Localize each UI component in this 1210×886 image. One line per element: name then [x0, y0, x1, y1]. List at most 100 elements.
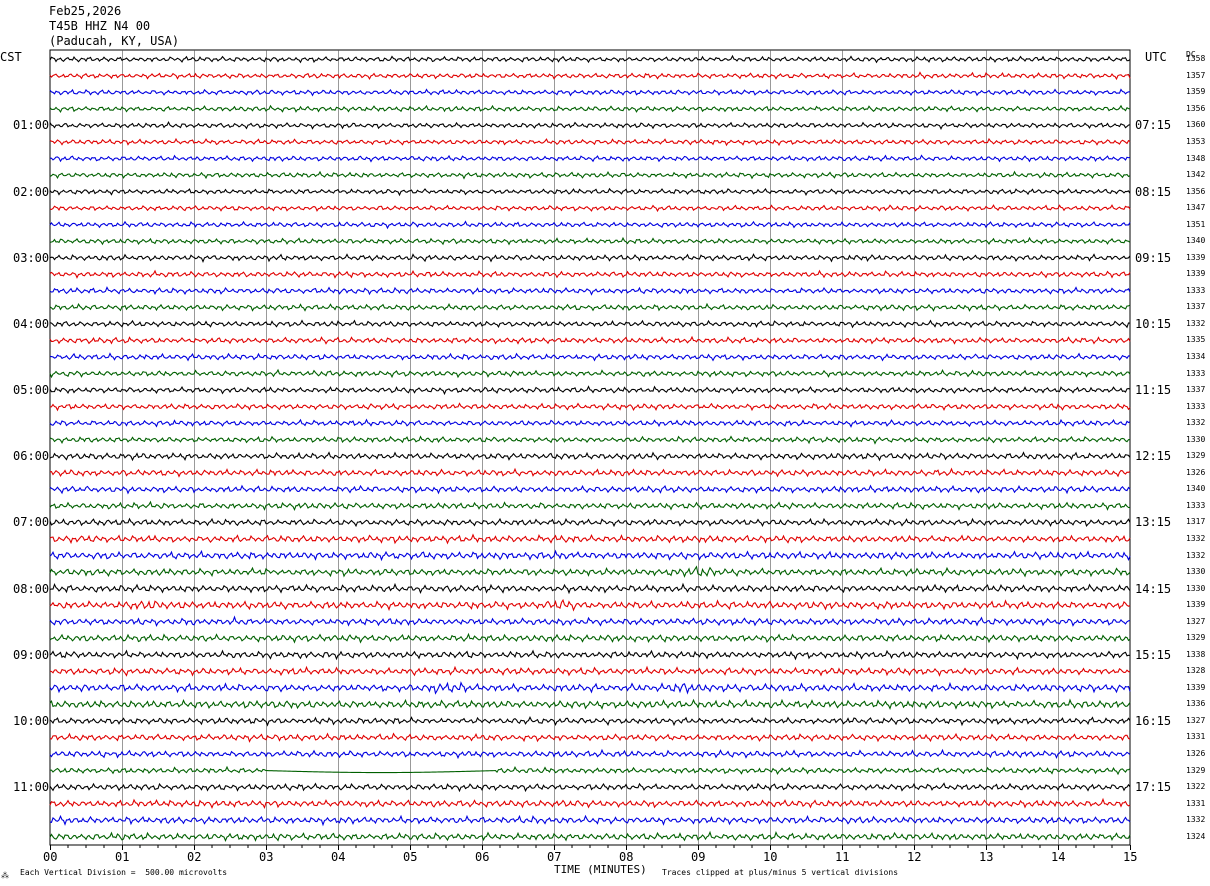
trace-row	[49, 765, 1131, 776]
trace-row	[49, 500, 1131, 512]
trace-row	[49, 582, 1131, 595]
x-tick-label: 08	[619, 850, 634, 864]
dc-value-label: 1333	[1186, 368, 1206, 378]
dc-value-label: 1356	[1186, 103, 1206, 113]
utc-hour-label: 09:15	[1135, 250, 1172, 265]
trace-row	[49, 170, 1131, 180]
x-tick-label: 00	[43, 850, 58, 864]
trace-row	[49, 598, 1131, 612]
utc-hour-label: 11:15	[1135, 383, 1172, 398]
dc-value-label: 1340	[1186, 236, 1206, 246]
dc-value-label: 1335	[1186, 335, 1206, 345]
dc-value-label: 1330	[1186, 567, 1206, 577]
x-tick-label: 07	[547, 850, 562, 864]
dc-value-label: 1332	[1186, 418, 1206, 428]
dc-value-label: 1339	[1186, 252, 1206, 262]
cst-hour-label: 09:00	[13, 647, 50, 662]
dc-value-label: 1347	[1186, 203, 1206, 213]
trace-row	[49, 782, 1131, 793]
trace-row	[49, 120, 1131, 131]
dc-value-label: 1326	[1186, 749, 1206, 759]
header-location: (Paducah, KY, USA)	[49, 34, 180, 48]
trace-row	[49, 352, 1130, 362]
dc-value-label: 1332	[1186, 815, 1206, 825]
dc-value-label: 1331	[1186, 732, 1206, 742]
trace-row	[49, 335, 1131, 345]
x-tick-label: 03	[259, 850, 274, 864]
cst-hour-label: 08:00	[13, 581, 50, 596]
trace-row	[49, 565, 1131, 578]
trace-row	[49, 204, 1131, 213]
trace-row	[49, 269, 1131, 279]
dc-value-label: 1332	[1186, 533, 1206, 543]
cst-hour-label: 04:00	[13, 316, 50, 331]
dc-value-label: 1360	[1186, 120, 1206, 130]
trace-row	[49, 797, 1131, 810]
utc-hour-label: 10:15	[1135, 316, 1172, 331]
dc-value-label: 1359	[1186, 87, 1206, 97]
trace-row	[49, 681, 1131, 695]
dc-value-label: 1339	[1186, 600, 1206, 610]
header-station: T45B HHZ N4 00	[49, 19, 151, 33]
cst-hour-label: 10:00	[13, 713, 50, 728]
cst-hour-label: 06:00	[13, 449, 50, 464]
trace-row	[49, 698, 1131, 711]
trace-row	[49, 533, 1131, 545]
trace-row	[49, 467, 1131, 478]
dc-value-label: 1356	[1186, 186, 1206, 196]
utc-hour-label: 15:15	[1135, 647, 1172, 662]
dc-value-label: 1329	[1186, 765, 1206, 775]
trace-row	[49, 649, 1131, 661]
dc-value-label: 1334	[1186, 352, 1206, 362]
x-tick-label: 09	[691, 850, 706, 864]
cst-hour-label: 02:00	[13, 184, 50, 199]
trace-row	[49, 54, 1131, 64]
trace-row	[49, 451, 1131, 462]
utc-hour-label: 07:15	[1135, 118, 1172, 133]
utc-hour-label: 08:15	[1135, 184, 1172, 199]
x-tick-label: 11	[835, 850, 850, 864]
dc-value-label: 1329	[1186, 633, 1206, 643]
dc-value-label: 1357	[1186, 70, 1206, 80]
trace-row	[49, 665, 1131, 677]
dc-value-label: 1329	[1186, 451, 1206, 461]
x-tick-label: 12	[907, 850, 922, 864]
trace-row	[49, 253, 1131, 263]
trace-row	[49, 435, 1131, 445]
plot-frame	[49, 49, 1131, 846]
x-tick-label: 14	[1051, 850, 1066, 864]
right-timezone-label: UTC	[1145, 50, 1167, 64]
trace-row	[49, 732, 1131, 743]
trace-row	[49, 632, 1131, 644]
dc-value-label: 1326	[1186, 467, 1206, 477]
trace-row	[49, 615, 1131, 627]
trace-row	[49, 154, 1131, 163]
trace-row	[49, 236, 1131, 246]
x-tick-label: 06	[475, 850, 490, 864]
dc-value-label: 1337	[1186, 385, 1206, 395]
x-tick-label: 04	[331, 850, 346, 864]
dc-value-label: 1332	[1186, 318, 1206, 328]
utc-hour-label: 17:15	[1135, 780, 1172, 795]
cst-hour-label: 05:00	[13, 383, 50, 398]
cst-hour-label: 11:00	[13, 780, 50, 795]
trace-row	[49, 418, 1131, 428]
dc-value-label: 1317	[1186, 517, 1206, 527]
dc-value-label: 1333	[1186, 285, 1206, 295]
trace-row	[49, 814, 1131, 827]
cst-hour-label: 01:00	[13, 118, 50, 133]
utc-hour-label: 12:15	[1135, 449, 1172, 464]
dc-value-label: 1337	[1186, 302, 1206, 312]
dc-value-label: 1322	[1186, 782, 1206, 792]
cst-hour-label: 03:00	[13, 250, 50, 265]
dc-value-label: 1332	[1186, 550, 1206, 560]
left-timezone-label: CST	[0, 50, 22, 64]
dc-value-label: 1331	[1186, 798, 1206, 808]
scale-note: Each Vertical Division = 500.00 microvol…	[20, 868, 228, 877]
x-tick-label: 15	[1123, 850, 1138, 864]
dc-value-label: 1348	[1186, 153, 1206, 163]
trace-row	[49, 187, 1131, 197]
x-axis-title: TIME (MINUTES)	[554, 863, 647, 876]
trace-row	[49, 104, 1131, 113]
